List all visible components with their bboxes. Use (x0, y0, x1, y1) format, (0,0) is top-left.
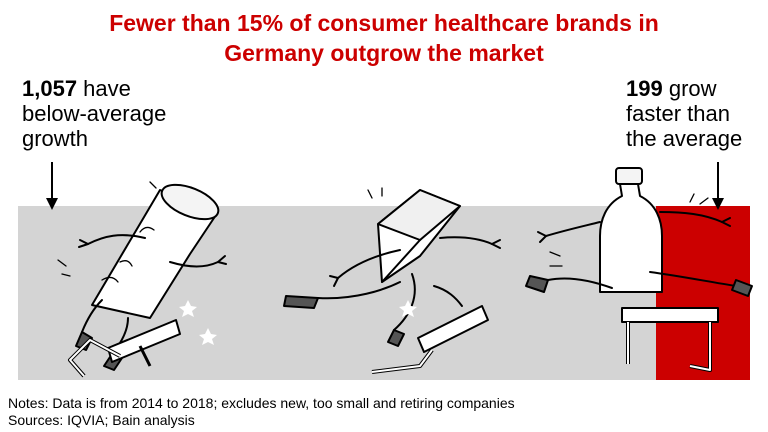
sources-line: Sources: IQVIA; Bain analysis (8, 412, 195, 428)
down-arrow-icon (712, 162, 724, 210)
callout-right-line3: the average (626, 126, 743, 151)
callout-left-line2: below-average (22, 101, 167, 126)
callout-above-average: 199 grow faster than the average (626, 76, 742, 151)
title-line-2: Germany outgrow the market (224, 40, 544, 66)
down-arrow-icon (46, 162, 58, 210)
star-icon (179, 300, 417, 345)
callout-right-number: 199 (626, 76, 663, 101)
callout-right-line1: grow (662, 76, 717, 101)
hurdle-icon (371, 305, 489, 374)
hurdle-icon (621, 307, 719, 372)
chart-title: Fewer than 15% of consumer healthcare br… (0, 8, 768, 68)
bottle-character-icon (525, 167, 753, 297)
callout-left-line3: growth (22, 126, 89, 151)
notes-line: Notes: Data is from 2014 to 2018; exclud… (8, 395, 515, 411)
callout-left-line1: have (77, 76, 131, 101)
callout-below-average: 1,057 have below-average growth (22, 76, 166, 151)
box-character-icon (283, 189, 501, 347)
hurdle-icon (68, 319, 181, 378)
callout-left-number: 1,057 (22, 76, 78, 101)
red-finish-band (656, 206, 750, 380)
motion-lines (57, 181, 709, 277)
callout-right-line2: faster than (626, 101, 730, 126)
title-line-1: Fewer than 15% of consumer healthcare br… (109, 10, 659, 36)
footnotes: Notes: Data is from 2014 to 2018; exclud… (8, 395, 515, 429)
